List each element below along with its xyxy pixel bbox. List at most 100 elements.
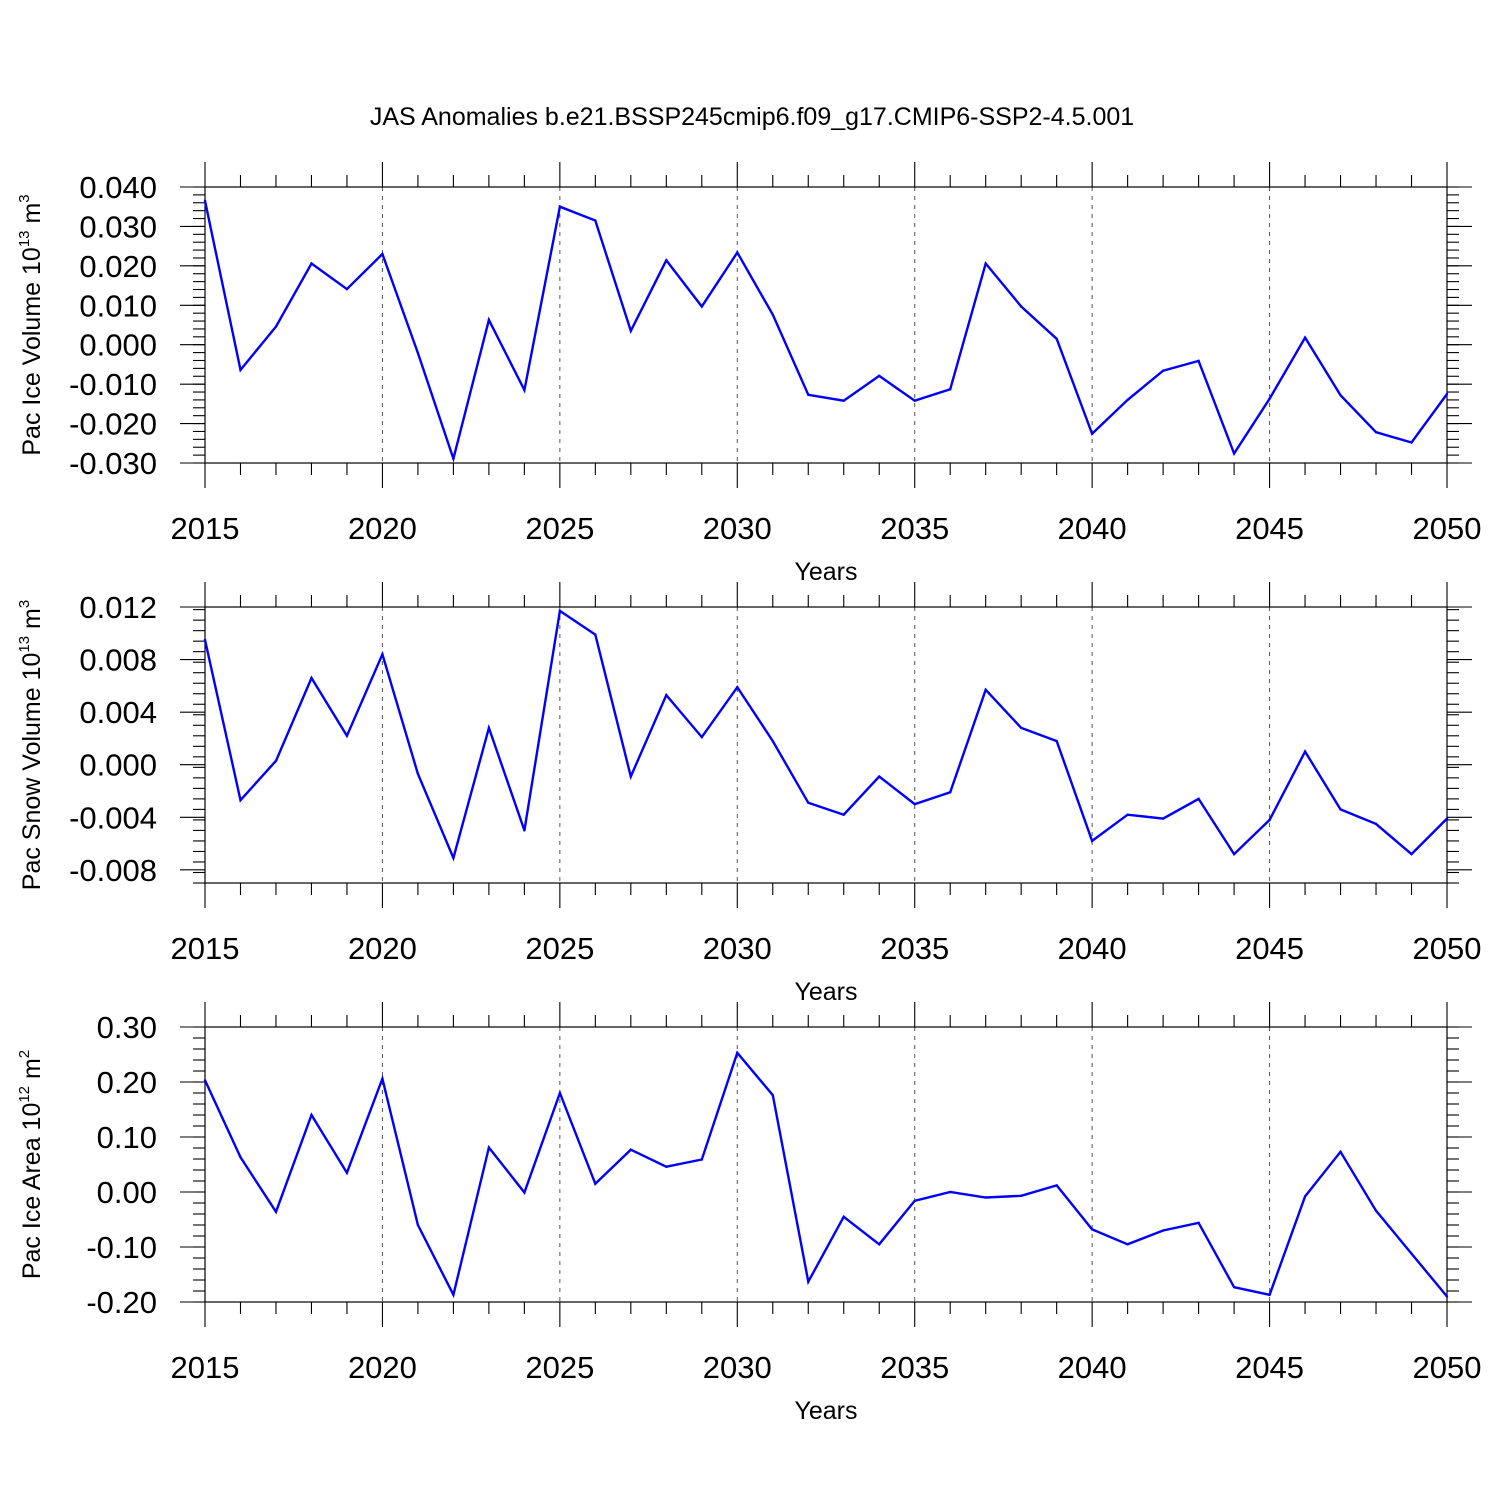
x-tick-label: 2035 bbox=[880, 931, 949, 966]
plot-frame bbox=[204, 186, 1448, 464]
y-tick-label: -0.20 bbox=[86, 1285, 157, 1320]
y-tick-label: 0.10 bbox=[97, 1120, 157, 1155]
chart-title: JAS Anomalies b.e21.BSSP245cmip6.f09_g17… bbox=[370, 103, 1134, 131]
data-point bbox=[842, 399, 845, 402]
data-point bbox=[1232, 452, 1236, 455]
y-axis-title: Pac Ice Volume 1013 m3 bbox=[16, 194, 46, 455]
data-point bbox=[665, 693, 668, 697]
data-point bbox=[239, 799, 242, 802]
data-point bbox=[594, 1182, 597, 1185]
data-point bbox=[310, 262, 313, 265]
data-point bbox=[1090, 1228, 1094, 1231]
data-point bbox=[274, 1210, 278, 1214]
series-line bbox=[203, 1050, 1448, 1299]
data-point bbox=[1339, 808, 1342, 811]
data-point bbox=[736, 251, 739, 254]
data-point bbox=[878, 374, 881, 378]
data-point bbox=[1197, 1221, 1200, 1225]
data-point bbox=[416, 1223, 420, 1227]
data-point bbox=[1268, 1293, 1271, 1297]
data-point bbox=[1126, 813, 1129, 816]
data-point bbox=[842, 1215, 845, 1218]
data-point bbox=[913, 399, 916, 402]
x-tick-label: 2040 bbox=[1058, 511, 1127, 546]
chart-panel-2: 2015 2020 2025 2030 2035 2040 2045 2050 0.012 0.0… bbox=[16, 582, 1481, 1006]
data-point bbox=[1090, 432, 1094, 436]
x-tick-label: 2025 bbox=[525, 1350, 594, 1385]
data-point bbox=[1374, 822, 1378, 826]
y-tick-label: -0.010 bbox=[69, 367, 157, 402]
x-tick-label: 2030 bbox=[703, 511, 772, 546]
data-point bbox=[1019, 726, 1023, 730]
y-tick-label: 0.000 bbox=[79, 328, 157, 363]
y-tick-label: 0.030 bbox=[79, 209, 157, 244]
data-point bbox=[1232, 1285, 1236, 1289]
data-point bbox=[345, 287, 349, 291]
data-point bbox=[700, 1158, 703, 1161]
y-tick-label: 0.008 bbox=[79, 643, 157, 678]
x-tick-label: 2045 bbox=[1235, 511, 1304, 546]
x-tick-label: 2040 bbox=[1058, 931, 1127, 966]
chart-panel-3: 2015 2020 2025 2030 2035 2040 2045 2050 0.30 0.20… bbox=[16, 1002, 1481, 1425]
data-point bbox=[665, 259, 668, 262]
data-point bbox=[878, 1243, 881, 1246]
data-point bbox=[452, 856, 455, 860]
x-tick-label: 2050 bbox=[1413, 931, 1482, 966]
x-tick-label: 2020 bbox=[348, 511, 417, 546]
x-tick-label: 2015 bbox=[171, 1350, 240, 1385]
y-axis-title: Pac Snow Volume 1013 m3 bbox=[16, 600, 46, 890]
data-point bbox=[558, 1091, 562, 1095]
data-point bbox=[558, 609, 562, 613]
data-point bbox=[1268, 397, 1271, 400]
data-point bbox=[807, 1280, 810, 1283]
data-point bbox=[381, 1077, 384, 1080]
data-point bbox=[842, 813, 845, 816]
x-tick-label: 2035 bbox=[880, 511, 949, 546]
data-point bbox=[1197, 359, 1200, 363]
data-point bbox=[345, 734, 349, 737]
data-point bbox=[274, 325, 278, 328]
data-point bbox=[771, 739, 774, 743]
data-point bbox=[1445, 392, 1449, 396]
y-tick-label: 0.040 bbox=[79, 170, 157, 205]
data-point bbox=[700, 305, 703, 308]
data-point bbox=[1019, 305, 1023, 308]
data-point bbox=[345, 1171, 349, 1174]
x-tick-label: 2030 bbox=[703, 931, 772, 966]
data-point bbox=[736, 685, 739, 689]
series-line bbox=[203, 608, 1448, 862]
x-tick-label: 2015 bbox=[171, 931, 240, 966]
data-point bbox=[1339, 1150, 1342, 1154]
data-point bbox=[1019, 1194, 1023, 1198]
data-point bbox=[1055, 1184, 1058, 1187]
data-point bbox=[1410, 852, 1413, 856]
y-tick-label: 0.004 bbox=[79, 695, 157, 730]
data-point bbox=[381, 252, 384, 256]
data-point bbox=[239, 368, 242, 372]
data-point bbox=[274, 759, 278, 762]
data-point bbox=[771, 1094, 774, 1097]
x-tick-label: 2045 bbox=[1235, 931, 1304, 966]
data-point bbox=[452, 1293, 455, 1297]
data-point bbox=[487, 1146, 491, 1149]
data-point bbox=[984, 688, 987, 691]
x-tick-label: 2020 bbox=[348, 1350, 417, 1385]
data-point bbox=[594, 219, 597, 222]
data-point bbox=[984, 1196, 987, 1199]
y-tick-label: -0.004 bbox=[69, 800, 157, 835]
data-point bbox=[949, 388, 952, 391]
data-point bbox=[807, 393, 810, 396]
data-point bbox=[629, 329, 633, 333]
data-point bbox=[1303, 336, 1307, 339]
y-axis-title: Pac Ice Area 1012 m2 bbox=[16, 1050, 46, 1279]
data-point bbox=[558, 205, 562, 208]
y-tick-label: 0.20 bbox=[97, 1065, 157, 1100]
data-point bbox=[700, 735, 703, 739]
data-point bbox=[807, 801, 810, 805]
data-point bbox=[452, 457, 455, 460]
data-point bbox=[1445, 817, 1449, 820]
data-point bbox=[1232, 852, 1236, 856]
data-point bbox=[203, 199, 207, 202]
data-point bbox=[1197, 797, 1200, 801]
